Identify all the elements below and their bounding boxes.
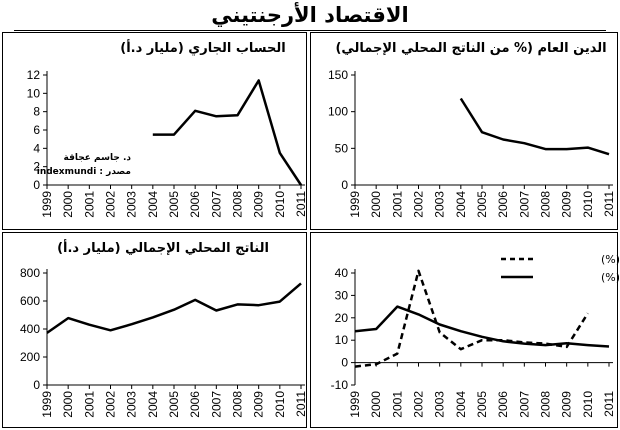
x-tick-label: 2005: [167, 191, 181, 218]
y-tick-label: 10: [335, 333, 349, 347]
x-tick-label: 2007: [517, 191, 531, 218]
x-tick-label: 2001: [82, 391, 96, 418]
x-tick-label: 2011: [602, 191, 616, 217]
y-tick-label: 0: [341, 356, 348, 370]
source-note-2: indexmundi : مصدر: [37, 167, 131, 177]
x-tick-label: 2003: [125, 191, 139, 218]
x-tick-label: 2006: [496, 391, 510, 418]
x-tick-label: 2011: [602, 391, 616, 417]
inflation-unemployment-chart: -10 0 10 20 30 40 1999 2000 2001 2002 2003 2004 2005…: [310, 232, 619, 428]
x-tick-label: 2010: [581, 191, 595, 218]
gdp-chart: الناتج المحلي الإجمالي (مليار د.أ) 0 200 40…: [2, 232, 308, 428]
x-tick-label: 2008: [231, 391, 245, 418]
x-tick-label: 2009: [560, 191, 574, 218]
x-tick-label: 2008: [539, 391, 553, 418]
series-line-1: [354, 269, 589, 368]
x-tick-label: 2007: [517, 391, 531, 418]
x-tick-label: 2006: [496, 191, 510, 218]
y-tick-label: 6: [33, 123, 40, 137]
x-tick-label: 2004: [146, 191, 160, 218]
chart-title: الحساب الجاري (مليار د.أ): [120, 39, 285, 56]
public-debt-svg: الدين العام (% من الناتج المحلي الإجمالي…: [328, 41, 616, 218]
x-tick-label: 2010: [581, 391, 595, 418]
y-tick-label: 200: [20, 350, 40, 364]
x-tick-label: 2005: [475, 391, 489, 418]
x-tick-label: 2001: [82, 191, 96, 218]
inflation-unemployment-svg: -10 0 10 20 30 40 1999 2000 2001 2002 2003 2004 2005…: [331, 253, 619, 418]
x-tick-label: 2002: [412, 191, 426, 218]
y-tick-label: 40: [335, 266, 349, 280]
current-account-svg: الحساب الجاري (مليار د.أ) 0 2 4 6 8 10 12 1999 20…: [27, 39, 308, 218]
x-tick-label: 2007: [209, 191, 223, 218]
page-title: الاقتصاد الأرجنتيني: [211, 3, 409, 27]
x-tick-label: 2008: [231, 191, 245, 218]
x-tick-label: 2010: [273, 191, 287, 218]
x-tick-label: 2008: [539, 191, 553, 218]
legend-label-1: التضخم (%): [601, 253, 619, 266]
chart-title: الدين العام (% من الناتج المحلي الإجمالي…: [335, 41, 606, 56]
x-tick-label: 2000: [369, 391, 383, 418]
series-line-2: [354, 305, 610, 348]
series-line-1: [152, 79, 303, 186]
legend-label-2: البطالة (%): [601, 271, 619, 284]
title-divider: [14, 30, 606, 31]
x-tick-label: 2006: [188, 191, 202, 218]
y-tick-label: 8: [33, 105, 40, 119]
x-tick-label: 2009: [252, 391, 266, 418]
public-debt-chart: الدين العام (% من الناتج المحلي الإجمالي…: [310, 32, 618, 230]
x-tick-label: 2003: [433, 391, 447, 418]
y-tick-label: 600: [20, 294, 40, 308]
y-tick-label: 0: [33, 378, 40, 392]
x-tick-label: 1999: [40, 391, 54, 418]
y-tick-label: 400: [20, 322, 40, 336]
y-tick-label: 10: [27, 86, 41, 100]
x-tick-label: 2009: [560, 391, 574, 418]
x-tick-label: 2001: [390, 391, 404, 418]
x-tick-label: 2011: [294, 391, 308, 417]
x-tick-label: 1999: [40, 191, 54, 218]
x-tick-label: 2005: [167, 391, 181, 418]
x-tick-label: 1999: [348, 391, 362, 418]
x-tick-label: 2005: [475, 191, 489, 218]
y-tick-label: 800: [20, 266, 40, 280]
x-tick-label: 2000: [61, 191, 75, 218]
x-tick-label: 2011: [294, 191, 308, 217]
y-tick-label: 0: [33, 178, 40, 192]
y-tick-label: -10: [331, 378, 349, 392]
x-tick-label: 2006: [188, 391, 202, 418]
x-tick-label: 2002: [104, 391, 118, 418]
y-tick-label: 20: [335, 311, 349, 325]
y-tick-label: 150: [328, 68, 348, 82]
current-account-chart: الحساب الجاري (مليار د.أ) 0 2 4 6 8 10 12 1999 20…: [2, 32, 308, 230]
y-tick-label: 50: [335, 141, 349, 155]
y-tick-label: 100: [328, 105, 348, 119]
series-line-1: [459, 97, 610, 156]
series-line-1: [46, 282, 302, 334]
y-tick-label: 30: [335, 288, 349, 302]
x-tick-label: 2004: [146, 391, 160, 418]
y-tick-label: 12: [27, 68, 41, 82]
x-tick-label: 2002: [412, 391, 426, 418]
x-tick-label: 1999: [348, 191, 362, 218]
y-tick-label: 0: [341, 178, 348, 192]
x-tick-label: 2004: [454, 191, 468, 218]
x-tick-label: 2007: [209, 391, 223, 418]
x-tick-label: 2004: [454, 391, 468, 418]
x-tick-label: 2009: [252, 191, 266, 218]
y-tick-label: 2: [33, 160, 40, 174]
x-tick-label: 2003: [125, 391, 139, 418]
x-tick-label: 2000: [61, 391, 75, 418]
x-tick-label: 2003: [433, 191, 447, 218]
x-tick-label: 2000: [369, 191, 383, 218]
x-tick-label: 2010: [273, 391, 287, 418]
x-tick-label: 2001: [390, 191, 404, 218]
y-tick-label: 4: [33, 141, 40, 155]
chart-title: الناتج المحلي الإجمالي (مليار د.أ): [57, 239, 269, 256]
gdp-svg: الناتج المحلي الإجمالي (مليار د.أ) 0 200 40…: [20, 239, 308, 418]
x-tick-label: 2002: [104, 191, 118, 218]
source-note-1: د. جاسم عجاقة: [64, 153, 132, 163]
